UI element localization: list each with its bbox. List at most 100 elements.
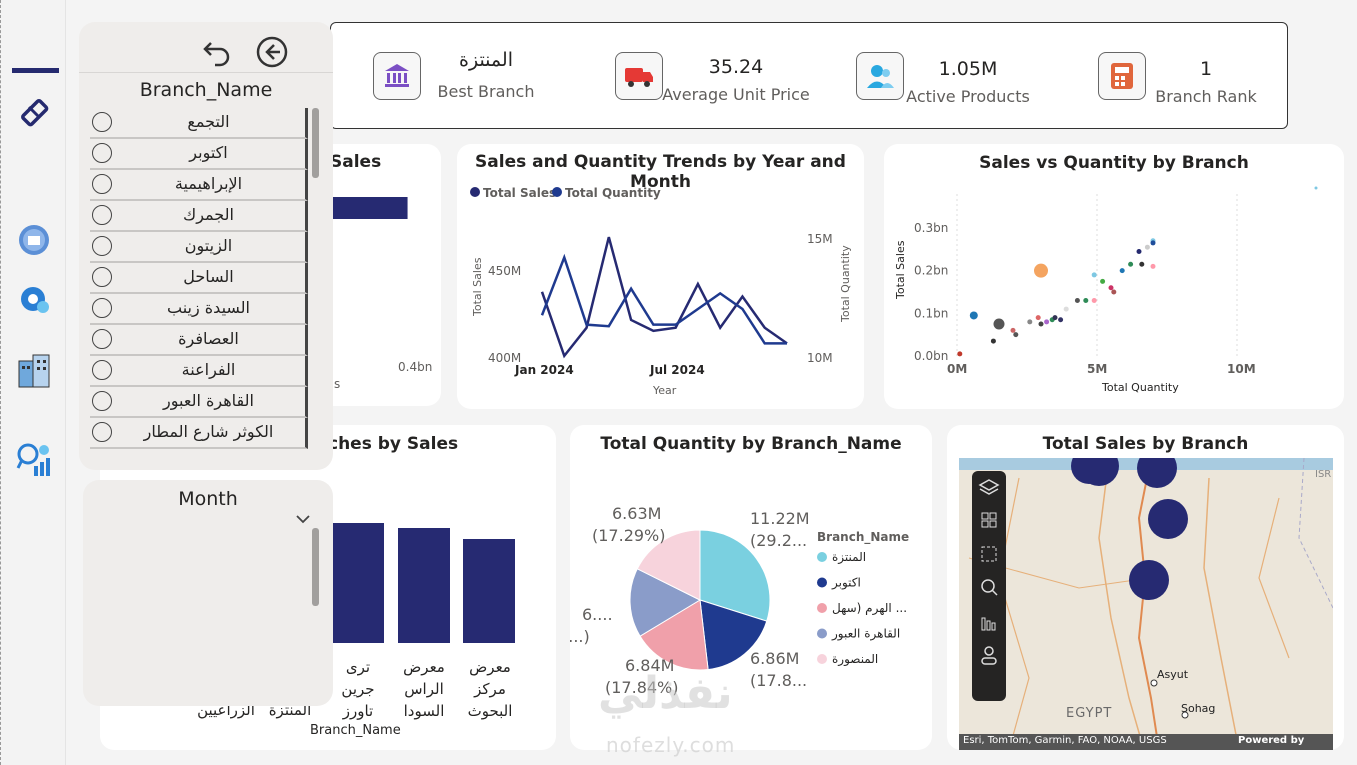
pie-legend-label: المنتزة (832, 550, 866, 565)
users-icon (856, 52, 904, 100)
top-branches-axis-tick: 0.4bn (398, 360, 433, 374)
scatter-point (957, 351, 963, 357)
scatter-point (1144, 244, 1150, 250)
scatter-point (1063, 306, 1069, 312)
kpi-best-branch-value: المنتزة (459, 49, 513, 71)
radio-button[interactable] (92, 391, 112, 411)
chart-icon[interactable] (981, 617, 996, 631)
branch-slicer-item-label: الجمرك (183, 205, 234, 224)
scatter-point (1038, 321, 1044, 327)
radio-button[interactable] (92, 298, 112, 318)
branch-slicer-item[interactable]: التجمع (90, 108, 308, 139)
left-navigation-rail (0, 0, 66, 765)
radio-button[interactable] (92, 267, 112, 287)
settings-nav-icon[interactable] (14, 280, 54, 320)
pie-data-label-pct: (17.29%) (592, 526, 666, 545)
pie-slice (636, 529, 701, 601)
branch-slicer-item[interactable]: الساحل (90, 263, 308, 294)
pie-legend-marker (817, 577, 827, 588)
scatter-xtick: 10M (1227, 362, 1256, 376)
building-nav-icon[interactable] (14, 350, 54, 390)
trend-ytick: 400M (488, 351, 521, 365)
radio-button[interactable] (92, 236, 112, 256)
pie-data-label-pct: (29.2... (750, 531, 807, 550)
pie-data-label-pct: (17.84%) (605, 678, 679, 697)
branch-slicer-item[interactable]: الفراعنة (90, 356, 308, 387)
chevron-down-icon[interactable] (295, 513, 311, 525)
radio-button[interactable] (92, 174, 112, 194)
branch-slicer-item-label: الساحل (183, 267, 234, 286)
scatter-point (1150, 240, 1156, 246)
scatter-xtick: 5M (1087, 362, 1107, 376)
branch-slicer-item[interactable]: الإبراهيمية (90, 170, 308, 201)
radio-button[interactable] (92, 422, 112, 442)
scatter-point (1119, 268, 1125, 274)
radio-button[interactable] (92, 329, 112, 349)
trend-xtick: Jul 2024 (649, 363, 705, 377)
branch-slicer-item-label: الإبراهيمية (174, 174, 243, 193)
month-slicer-panel: Month (83, 480, 333, 706)
radio-button[interactable] (92, 112, 112, 132)
branch-slicer-item-label: التجمع (187, 112, 230, 131)
person-icon[interactable] (981, 646, 997, 665)
back-arrow-icon[interactable] (255, 35, 289, 69)
pie-legend-title: Branch_Name (817, 530, 909, 545)
rail-border (0, 0, 1, 765)
trend-line-quantity (540, 253, 787, 345)
kpi-avg-price-label: Average Unit Price (662, 85, 810, 104)
rectangle-select-icon[interactable] (981, 546, 997, 562)
scatter-ytick: 0.2bn (914, 264, 948, 278)
pie-slice (629, 568, 702, 637)
branch-slicer-item[interactable]: الكوثر شارع المطار (90, 418, 308, 449)
branch-slicer-scrollbar[interactable] (312, 108, 319, 178)
trend-y2label: Total Quantity (839, 245, 852, 323)
home-nav-icon[interactable] (14, 220, 54, 260)
kpi-branch-rank-label: Branch Rank (1155, 87, 1257, 106)
analytics-nav-icon[interactable] (14, 440, 54, 480)
pie-slice (639, 599, 709, 671)
pie-legend-label: القاهرة العبور (831, 627, 900, 642)
layers-icon[interactable] (978, 479, 1000, 495)
bottom-branch-xtick-line: الراس (404, 680, 444, 698)
qr-select-icon[interactable] (981, 512, 997, 528)
map-label-egypt: EGYPT (1066, 706, 1113, 721)
legend-marker-quantity (552, 187, 562, 197)
bottom-branch-xtick-line: معرض (469, 658, 511, 676)
scatter-xlabel: Total Quantity (1101, 381, 1179, 394)
branch-slicer-item[interactable]: اكتوبر (90, 139, 308, 170)
scatter-point (1111, 289, 1117, 295)
sales-quantity-trend-card: Sales and Quantity Trends by Year and Mo… (457, 144, 864, 409)
scatter-point (969, 311, 978, 320)
branch-slicer-item-label: السيدة زينب (166, 298, 250, 317)
truck-icon (615, 52, 663, 100)
scatter-point (1108, 285, 1114, 291)
branch-slicer-item[interactable]: الزيتون (90, 232, 308, 263)
scatter-point (1035, 315, 1041, 321)
branch-slicer-item[interactable]: السيدة زينب (90, 294, 308, 325)
eraser-icon[interactable] (14, 92, 54, 132)
bottom-branch-xtick-line: جرين (341, 680, 374, 698)
branch-slicer-title: Branch_Name (139, 79, 273, 101)
branch-slicer-item[interactable]: العصافرة (90, 325, 308, 356)
branch-slicer-item[interactable]: القاهرة العبور (90, 387, 308, 418)
radio-button[interactable] (92, 205, 112, 225)
hamburger-bar[interactable] (12, 68, 59, 73)
pie-chart: 11.22M (29.2... 6.86M (17.8... 6.84M (17.84%)… (570, 504, 909, 697)
trend-ytick: 450M (488, 264, 521, 278)
branch-slicer-item-label: الكوثر شارع المطار (143, 422, 274, 441)
bank-icon (373, 52, 421, 100)
watermark-url: nofezly.com (606, 733, 736, 757)
search-icon[interactable] (981, 579, 998, 596)
legend-label-quantity: Total Quantity (565, 186, 661, 200)
branch-slicer-divider (79, 72, 333, 73)
radio-button[interactable] (92, 360, 112, 380)
branch-slicer-item[interactable]: الجمرك (90, 201, 308, 232)
radio-button[interactable] (92, 143, 112, 163)
undo-icon[interactable] (201, 35, 233, 67)
trend-y2tick: 10M (807, 351, 833, 365)
pie-data-label: 6.63M (612, 504, 661, 523)
pie-legend-label: الهرم (سهل ... (832, 601, 907, 616)
month-slicer-scrollbar[interactable] (312, 528, 319, 606)
map-area[interactable]: EGYPT Asyut Sohag ISR Esri, TomTom, Garm… (959, 458, 1333, 750)
bottom-branch-xtick: ترى جرين تاورز (341, 658, 374, 720)
